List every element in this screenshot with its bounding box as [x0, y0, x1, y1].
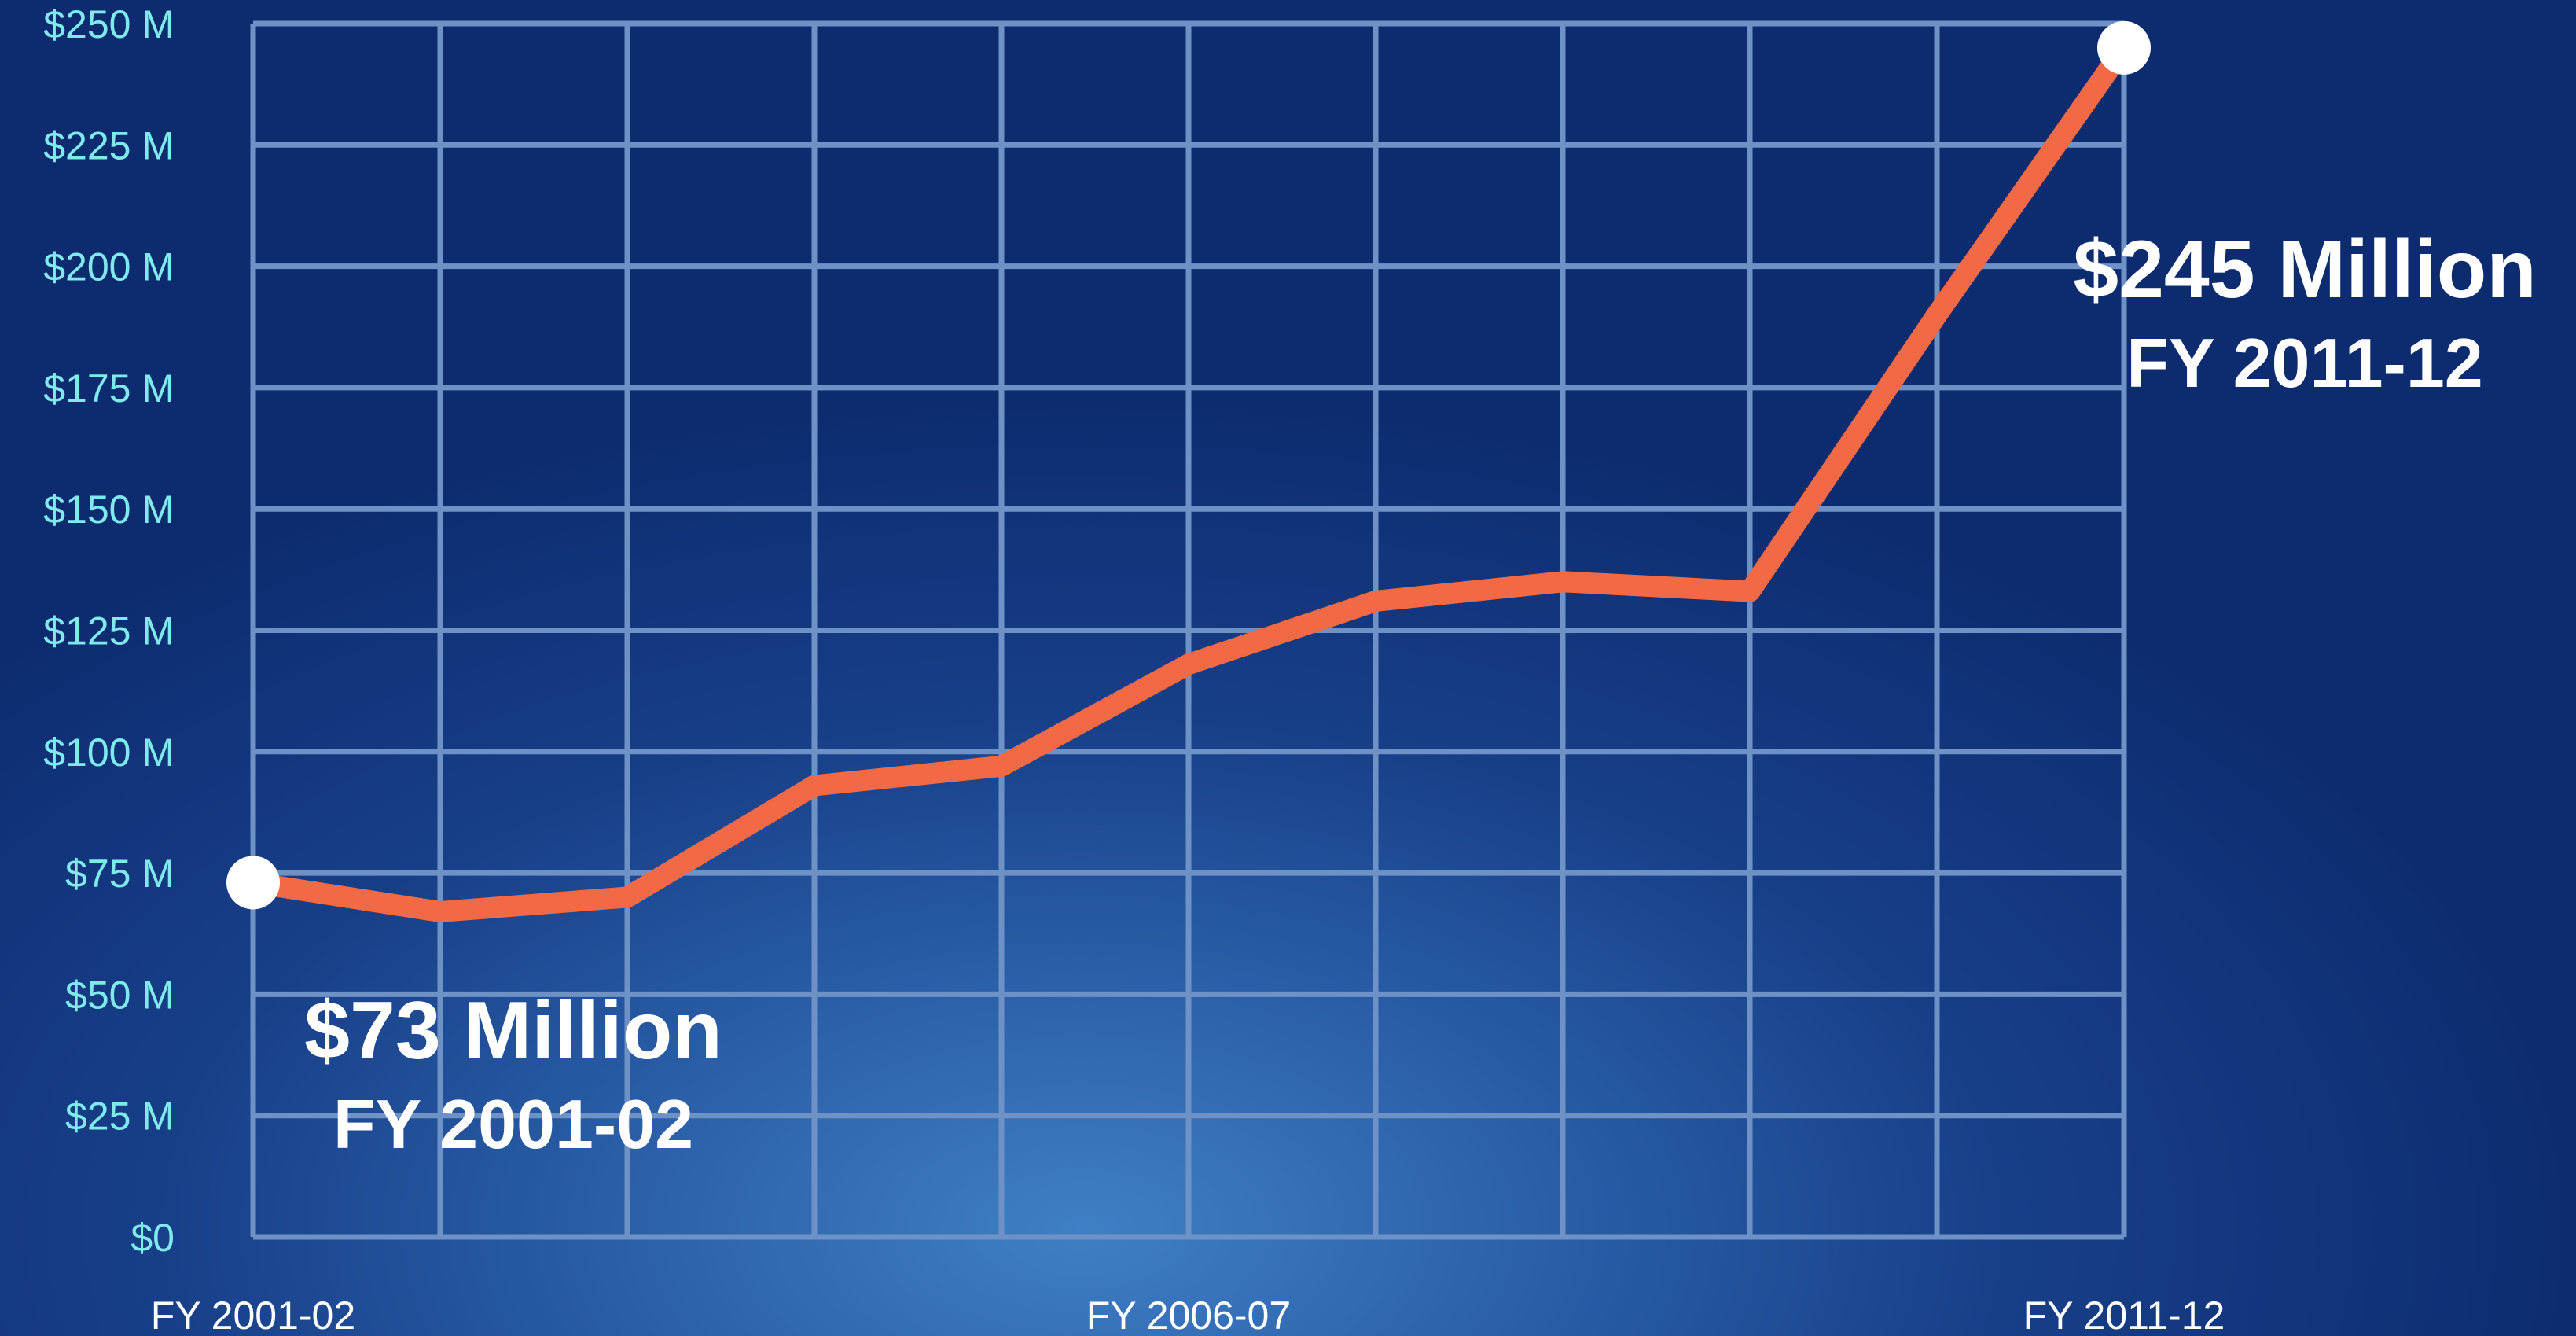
- y-axis-tick-labels: $250 M $225 M $200 M $175 M $150 M $125 M $100…: [43, 2, 175, 1260]
- annotation-group: $73 Million FY 2001-02 $245 Million FY 2011…: [304, 224, 2537, 1163]
- y-tick-label-1: $225 M: [43, 123, 175, 167]
- point-group: [226, 20, 2151, 910]
- x-axis-tick-labels: FY 2001-02 FY 2006-07 FY 2011-12: [151, 1294, 2225, 1336]
- annotation-value-0: $73 Million: [304, 985, 722, 1077]
- annotation-value-1: $245 Million: [2073, 224, 2537, 315]
- y-tick-label-5: $125 M: [43, 609, 175, 653]
- series-group: [242, 37, 2135, 922]
- annotation-label-0: FY 2001-02: [333, 1085, 693, 1163]
- endpoint-marker-1: [2097, 20, 2151, 75]
- y-tick-label-10: $0: [130, 1216, 175, 1260]
- x-tick-label-0: FY 2001-02: [151, 1294, 355, 1336]
- series-line-0: [242, 37, 2135, 922]
- annotation-label-1: FY 2011-12: [2126, 324, 2482, 402]
- y-tick-label-4: $150 M: [43, 488, 175, 532]
- x-tick-label-1: FY 2006-07: [1086, 1294, 1291, 1336]
- y-tick-label-2: $200 M: [43, 245, 175, 289]
- endpoint-marker-0: [226, 856, 280, 910]
- y-tick-label-3: $175 M: [43, 366, 175, 410]
- y-tick-label-8: $50 M: [65, 973, 175, 1017]
- x-tick-label-2: FY 2011-12: [2023, 1294, 2225, 1336]
- y-tick-label-9: $25 M: [65, 1095, 175, 1139]
- chart-grid: [250, 20, 2127, 1240]
- y-tick-label-7: $75 M: [65, 852, 175, 896]
- y-tick-label-6: $100 M: [43, 731, 175, 775]
- y-tick-label-0: $250 M: [43, 2, 175, 46]
